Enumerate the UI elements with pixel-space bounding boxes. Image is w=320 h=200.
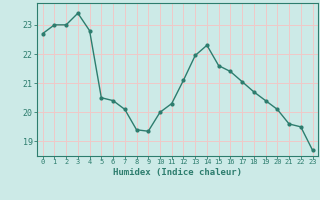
X-axis label: Humidex (Indice chaleur): Humidex (Indice chaleur): [113, 168, 242, 177]
